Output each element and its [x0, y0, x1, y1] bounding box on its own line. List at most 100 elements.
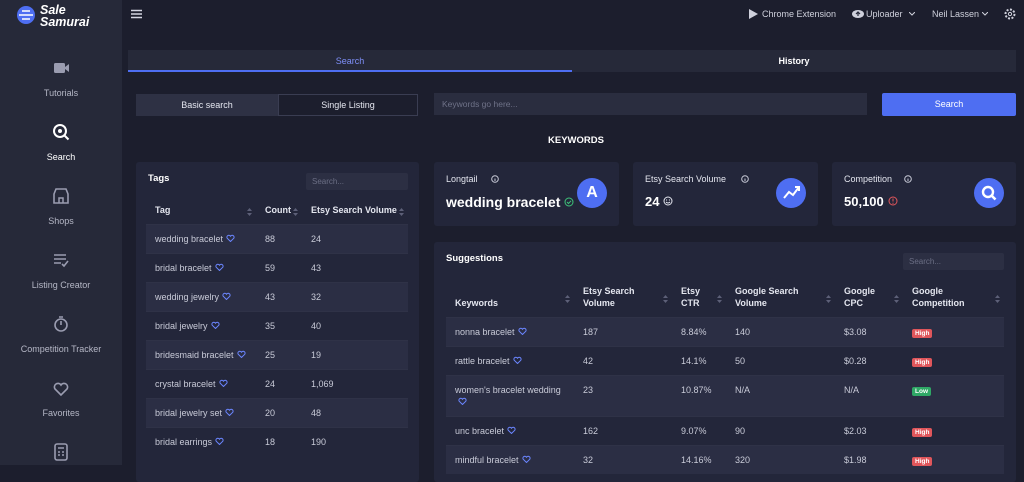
tab-history[interactable]: History — [778, 56, 810, 66]
tags-panel: Tags Search... Tag Count Etsy Search Volum… — [136, 162, 419, 482]
table-cell: 23 — [574, 375, 672, 417]
column-header[interactable]: Etsy CTR — [672, 281, 726, 318]
table-cell: 24 — [256, 369, 302, 399]
nav-item[interactable]: Tutorials — [43, 88, 79, 98]
nav-item[interactable]: Favorites — [42, 408, 80, 418]
keyword: crystal bracelet — [155, 379, 216, 389]
card-label: Etsy Search Volume — [645, 174, 727, 184]
sort-icon — [826, 295, 831, 303]
nav-icon — [53, 382, 69, 397]
sort-icon — [565, 295, 570, 303]
cell-text: 140 — [735, 327, 751, 337]
cell-text: 187 — [583, 327, 599, 337]
favorite-toggle — [517, 327, 527, 335]
column-header[interactable]: Google Competition — [903, 281, 1004, 318]
table-cell: 8.84% — [672, 317, 726, 347]
favorite-toggle — [210, 321, 220, 329]
column-header[interactable]: Google Search Volume — [726, 281, 835, 318]
table-cell: High — [903, 317, 1004, 347]
cell-text: 32 — [583, 455, 594, 465]
cell-text: 10.87% — [681, 385, 712, 395]
card-value: 50,100 — [844, 194, 898, 209]
cell-text: 320 — [735, 455, 751, 465]
nav-item[interactable]: Competition Tracker — [20, 344, 102, 354]
favorite-toggle — [458, 397, 467, 405]
cell-text: 190 — [311, 437, 327, 447]
column-header[interactable]: Tag — [146, 200, 256, 225]
column-header[interactable]: Google CPC — [835, 281, 903, 318]
header-row: Keywords Etsy Search Volume Etsy CTR Google… — [446, 281, 1004, 318]
table-cell: Low — [903, 375, 1004, 417]
basic-search-button[interactable]: Basic search — [136, 94, 278, 116]
sort-icon — [293, 208, 298, 216]
table-body: wedding bracelet 88 24 bridal bracelet 59 43 w… — [146, 224, 408, 456]
keyword: rattle bracelet — [455, 356, 510, 366]
table-cell: 40 — [302, 311, 408, 341]
cell-text: $2.03 — [844, 426, 867, 436]
chrome-icon — [749, 9, 758, 19]
cell-text: 32 — [311, 292, 322, 302]
table-cell: $2.03 — [835, 416, 903, 446]
suggestions-search[interactable]: Search... — [903, 253, 1004, 270]
cell-text: $0.28 — [844, 356, 867, 366]
keyword-input[interactable]: Keywords go here... — [434, 93, 867, 115]
menu-toggle[interactable] — [131, 9, 142, 19]
favorite-toggle — [512, 356, 522, 364]
favorite-toggle — [226, 234, 235, 242]
table-cell: wedding jewelry — [146, 282, 256, 312]
chrome-extension-link[interactable]: Chrome Extension — [762, 9, 837, 19]
keyword: bridal earrings — [155, 437, 213, 447]
single-listing-button[interactable]: Single Listing — [278, 94, 418, 116]
user-menu[interactable]: Neil Lassen — [932, 9, 980, 19]
tab-search[interactable]: Search — [128, 50, 572, 72]
table-cell: rattle bracelet — [446, 346, 574, 376]
tags-search[interactable]: Search... — [306, 173, 408, 190]
info-icon — [904, 175, 912, 183]
table-cell: 9.07% — [672, 416, 726, 446]
table-row: bridal jewelry set 20 48 — [146, 398, 408, 428]
table-cell: High — [903, 346, 1004, 376]
card-value-text: wedding bracelet — [446, 194, 561, 210]
sort-icon — [247, 208, 252, 216]
nav-icon — [53, 188, 69, 204]
table-cell: 48 — [302, 398, 408, 428]
table-cell: 140 — [726, 317, 835, 347]
cell-text: 43 — [311, 263, 322, 273]
upload-icon — [852, 10, 864, 18]
table-cell: 14.16% — [672, 445, 726, 474]
competition-badge: High — [912, 329, 933, 338]
competition-badge: High — [912, 428, 933, 437]
column-header[interactable]: Etsy Search Volume — [574, 281, 672, 318]
table-cell: bridal bracelet — [146, 253, 256, 283]
card-label: Longtail — [446, 174, 478, 184]
keyword: bridal bracelet — [155, 263, 212, 273]
cell-text: 50 — [735, 356, 746, 366]
column-header[interactable]: Keywords — [446, 281, 574, 318]
search-button[interactable]: Search — [882, 93, 1016, 116]
table-cell: 14.1% — [672, 346, 726, 376]
cell-text: $3.08 — [844, 327, 867, 337]
table-row: nonna bracelet 187 8.84% 140 $3.08 High — [446, 317, 1004, 347]
uploader-link[interactable]: Uploader — [866, 9, 903, 19]
table-cell: 190 — [302, 427, 408, 456]
table-body: nonna bracelet 187 8.84% 140 $3.08 High rattle… — [446, 317, 1004, 474]
nav-item[interactable]: Search — [46, 152, 76, 162]
settings-icon[interactable] — [1004, 8, 1016, 20]
nav-icon — [54, 63, 69, 73]
cell-text: 24 — [265, 379, 276, 389]
keyword: bridal jewelry set — [155, 408, 223, 418]
nav-item[interactable]: Shops — [48, 216, 74, 226]
nav-item[interactable]: Listing Creator — [31, 280, 91, 290]
table-cell: N/A — [835, 375, 903, 417]
column-header[interactable]: Etsy Search Volume — [302, 200, 408, 225]
table-cell: $0.28 — [835, 346, 903, 376]
table-cell: 35 — [256, 311, 302, 341]
column-header[interactable]: Count — [256, 200, 302, 225]
stat-card: Competition 50,100 — [832, 162, 1016, 226]
cell-text: 162 — [583, 426, 599, 436]
table-cell: 20 — [256, 398, 302, 428]
table-header: Keywords Etsy Search Volume Etsy CTR Google… — [446, 281, 1004, 318]
suggestions-panel: Suggestions Search... Keywords Etsy Searc… — [434, 242, 1016, 482]
cell-text: N/A — [735, 385, 751, 395]
